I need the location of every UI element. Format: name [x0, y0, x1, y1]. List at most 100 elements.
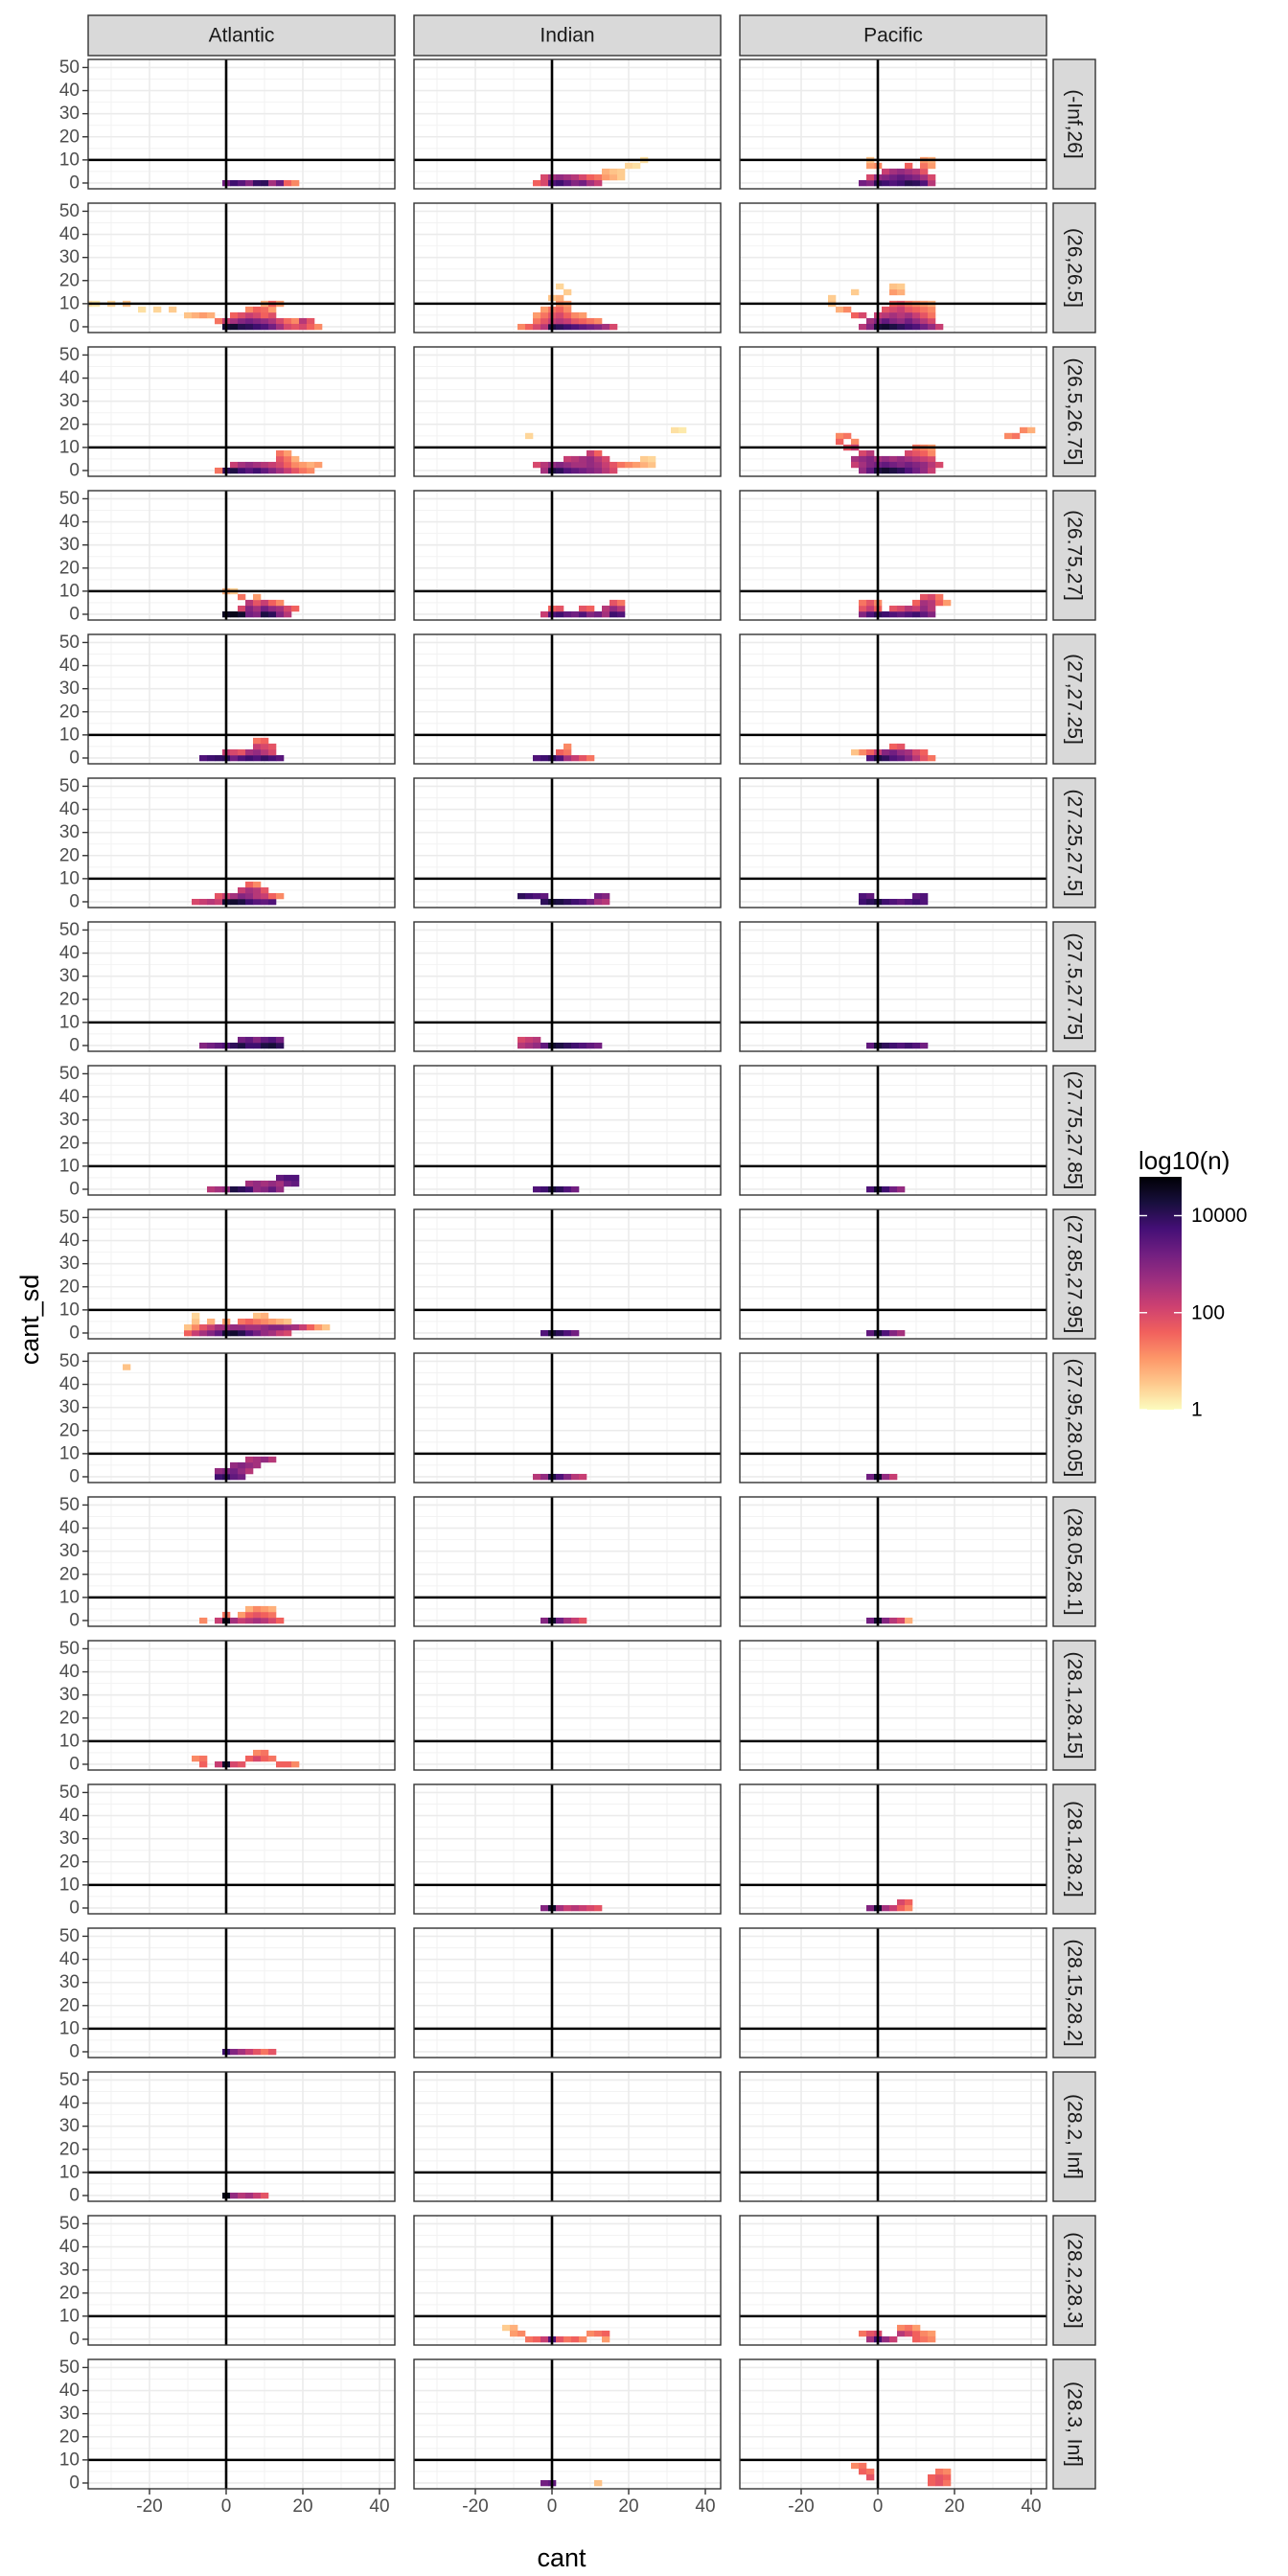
heatmap-tile	[230, 1042, 239, 1049]
heatmap-tile	[897, 898, 906, 906]
heatmap-tile	[261, 467, 269, 474]
heatmap-tile	[276, 317, 285, 325]
heatmap-tile	[245, 467, 254, 474]
heatmap-tile	[245, 1329, 254, 1337]
heatmap-tile	[291, 179, 300, 187]
heatmap-tile	[245, 610, 254, 618]
y-tick-label: 10	[59, 1587, 80, 1607]
y-tick-label: 0	[69, 1322, 80, 1343]
heatmap-tile	[540, 892, 549, 900]
heatmap-tile	[889, 317, 898, 325]
heatmap-tile	[245, 1456, 254, 1463]
y-tick-label: 20	[59, 989, 80, 1009]
panel-pacific-row-8	[739, 1065, 1047, 1196]
panel-background	[740, 59, 1046, 189]
heatmap-tile	[617, 610, 626, 618]
heatmap-tile	[230, 1617, 239, 1624]
heatmap-tile	[943, 2473, 952, 2481]
x-tick-label: 0	[873, 2496, 884, 2517]
heatmap-tile	[866, 1042, 875, 1049]
panel-border	[739, 633, 1047, 765]
y-tick-label: 40	[59, 512, 80, 532]
heatmap-tile	[556, 294, 564, 302]
x-tick-label: 20	[292, 2496, 312, 2517]
heatmap-tile	[525, 1036, 534, 1044]
row-strip: (27.5,27.75]	[1052, 921, 1096, 1052]
row-strip: (28.15,28.2]	[1052, 1927, 1096, 2058]
heatmap-tile	[253, 1749, 262, 1757]
heatmap-tile	[928, 2335, 936, 2343]
heatmap-tile	[215, 1617, 223, 1624]
heatmap-tile	[261, 306, 269, 313]
heatmap-tile	[912, 311, 921, 319]
panel-indian-row-10	[413, 1352, 722, 1484]
heatmap-tile	[276, 1180, 285, 1187]
heatmap-tile	[836, 306, 844, 313]
heatmap-tile	[518, 323, 526, 331]
row-strip-background	[1052, 2215, 1096, 2346]
heatmap-tile	[238, 1329, 246, 1337]
heatmap-tile	[261, 754, 269, 762]
heatmap-tile	[843, 306, 852, 313]
heatmap-tile	[245, 1318, 254, 1325]
heatmap-tile	[912, 898, 921, 906]
heatmap-tile	[525, 2335, 534, 2343]
y-tick-label: 0	[69, 891, 80, 911]
x-axis-title: cant	[537, 2543, 586, 2572]
heatmap-tile	[253, 2048, 262, 2056]
heatmap-tile	[866, 1617, 875, 1624]
heatmap-tile	[882, 1329, 890, 1337]
row-strip-background	[1052, 2358, 1096, 2490]
panel-border	[87, 346, 396, 477]
heatmap-tile	[586, 449, 595, 457]
heatmap-tile	[268, 306, 277, 313]
heatmap-tile	[866, 455, 875, 463]
heatmap-tile	[199, 311, 208, 319]
heatmap-tile	[928, 311, 936, 319]
heatmap-tile	[238, 1323, 246, 1331]
row-strip-label: (27.5,27.75]	[1064, 932, 1086, 1040]
heatmap-tile	[276, 1760, 285, 1768]
heatmap-tile	[238, 317, 246, 325]
heatmap-tile	[192, 898, 200, 906]
heatmap-tile	[912, 1042, 921, 1049]
heatmap-tile	[920, 599, 929, 607]
heatmap-tile	[640, 455, 649, 463]
heatmap-tile	[912, 754, 921, 762]
y-tick-label: 50	[59, 1495, 80, 1515]
heatmap-tile	[556, 1329, 564, 1337]
y-tick-label: 20	[59, 702, 80, 722]
heatmap-tile	[261, 317, 269, 325]
y-tick-label: 20	[59, 1133, 80, 1153]
y-tick-label: 30	[59, 1254, 80, 1274]
heatmap-tile	[238, 593, 246, 601]
heatmap-tile	[253, 1318, 262, 1325]
heatmap-tile	[889, 288, 898, 296]
heatmap-tile	[230, 754, 239, 762]
heatmap-tile	[579, 1904, 587, 1912]
heatmap-tile	[261, 892, 269, 900]
panel-background	[740, 1928, 1046, 2058]
row-strip: (26.75,27]	[1052, 490, 1096, 621]
column-strip-background	[739, 14, 1047, 57]
heatmap-tile	[610, 173, 618, 181]
heatmap-tile	[238, 1042, 246, 1049]
heatmap-tile	[261, 2192, 269, 2199]
heatmap-tile	[889, 283, 898, 290]
heatmap-tile	[912, 323, 921, 331]
heatmap-tile	[897, 467, 906, 474]
heatmap-tile	[238, 1611, 246, 1619]
panel-background	[414, 1497, 721, 1626]
heatmap-tile	[928, 754, 936, 762]
panel-indian-row-1	[413, 58, 722, 190]
heatmap-tile	[882, 898, 890, 906]
heatmap-tile	[261, 1605, 269, 1613]
heatmap-tile	[897, 311, 906, 319]
x-tick-label: 20	[944, 2496, 964, 2517]
panel-pacific-row-3	[739, 346, 1047, 477]
row-strip-label: (27.85,27.95]	[1064, 1215, 1086, 1334]
panel-atlantic-row-11	[87, 1496, 396, 1627]
heatmap-tile	[291, 323, 300, 331]
heatmap-tile	[859, 599, 867, 607]
heatmap-tile	[912, 748, 921, 756]
